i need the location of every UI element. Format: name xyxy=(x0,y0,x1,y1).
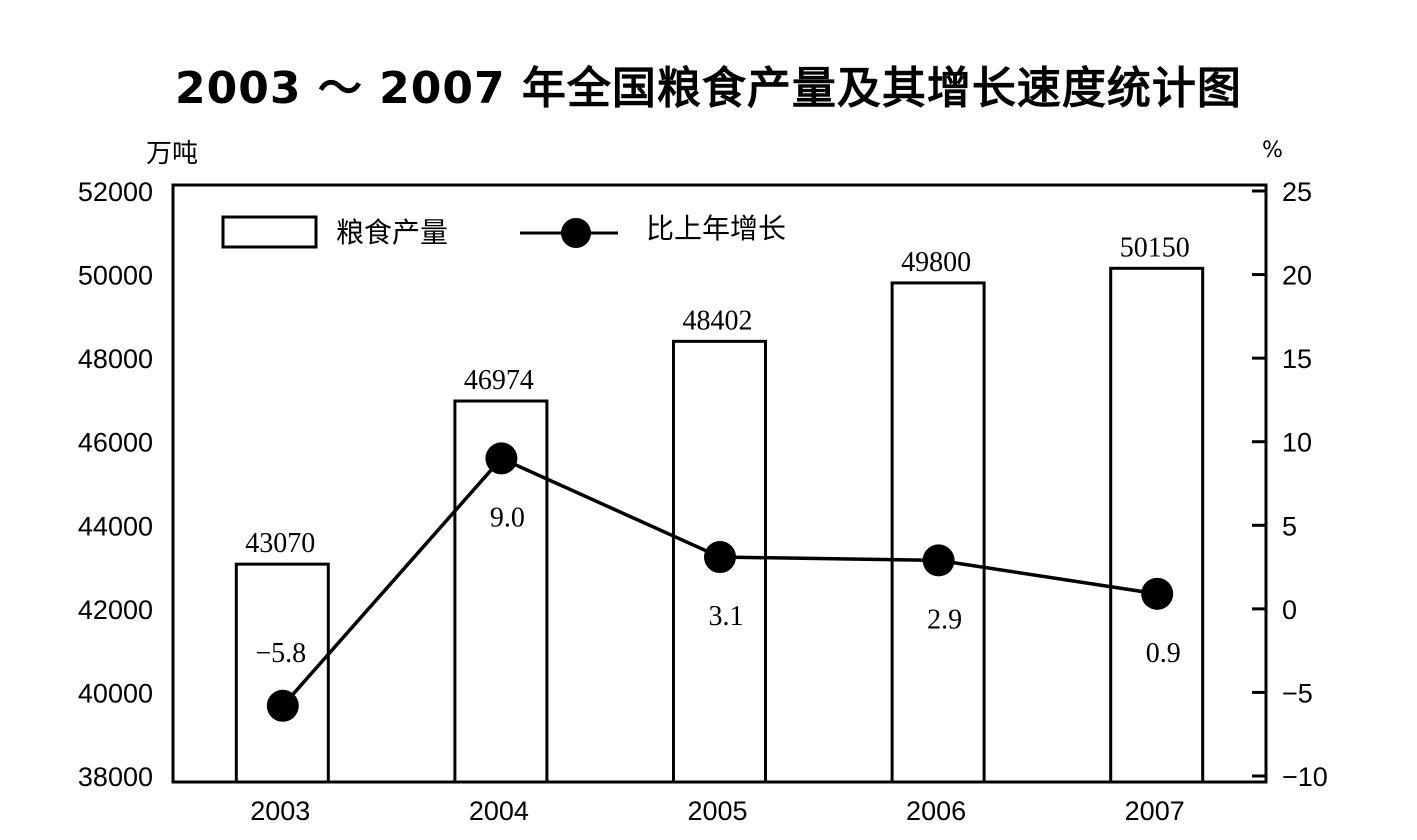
bar-value-label: 48402 xyxy=(683,305,753,336)
left-tick-label: 44000 xyxy=(78,511,153,541)
left-axis: 38000 40000 42000 44000 46000 48000 50000 52000 xyxy=(78,177,153,792)
growth-point xyxy=(266,689,299,722)
category-label: 2006 xyxy=(906,796,966,826)
bar xyxy=(890,281,986,784)
bar-series: 43070 46974 48402 49800 50150 xyxy=(234,232,1205,784)
right-tick-label: 25 xyxy=(1282,177,1312,207)
category-label: 2007 xyxy=(1125,796,1185,826)
legend-line-marker xyxy=(561,218,591,248)
right-tick-label: 15 xyxy=(1282,344,1312,374)
bar-value-label: 49800 xyxy=(901,247,971,278)
left-tick-label: 38000 xyxy=(78,762,153,792)
category-label: 2004 xyxy=(469,796,529,826)
bar-value-label: 46974 xyxy=(464,365,534,396)
left-tick-label: 42000 xyxy=(78,595,153,625)
bar xyxy=(1109,266,1205,784)
growth-point xyxy=(922,544,955,577)
growth-point xyxy=(485,442,518,475)
category-label: 2005 xyxy=(687,796,747,826)
left-axis-unit: 万吨 xyxy=(146,139,199,169)
right-tick-label: −5 xyxy=(1282,678,1313,708)
right-axis: −10 −5 0 5 10 15 20 25 xyxy=(1252,177,1328,792)
growth-point xyxy=(704,541,736,574)
bar xyxy=(234,562,330,784)
growth-value-label: −5.8 xyxy=(255,638,306,669)
right-tick-label: 10 xyxy=(1282,428,1312,458)
right-axis-unit: % xyxy=(1262,138,1283,163)
bar-value-label: 50150 xyxy=(1120,232,1190,263)
legend-bar-swatch xyxy=(221,215,318,249)
chart-title: 2003 ～ 2007 年全国粮食产量及其增长速度统计图 xyxy=(175,63,1242,114)
left-tick-label: 48000 xyxy=(78,344,153,374)
bar-value-label: 43070 xyxy=(245,528,315,559)
category-label: 2003 xyxy=(250,796,310,826)
growth-point xyxy=(1141,577,1174,610)
right-tick-label: 0 xyxy=(1282,595,1297,625)
growth-value-label: 3.1 xyxy=(709,601,744,632)
category-axis: 2003 2004 2005 2006 2007 xyxy=(250,796,1184,826)
right-tick-label: 5 xyxy=(1282,511,1297,541)
growth-value-label: 0.9 xyxy=(1146,638,1181,669)
left-tick-label: 46000 xyxy=(78,428,153,458)
growth-value-label: 9.0 xyxy=(490,502,525,533)
line-series: −5.8 9.0 3.1 2.9 0.9 xyxy=(255,442,1181,722)
legend-bar-label: 粮食产量 xyxy=(336,216,448,249)
legend: 粮食产量 比上年增长 xyxy=(221,212,786,249)
growth-value-label: 2.9 xyxy=(927,604,962,635)
left-tick-label: 40000 xyxy=(78,678,153,708)
right-tick-label: −10 xyxy=(1282,762,1328,792)
legend-line-label: 比上年增长 xyxy=(646,212,786,245)
right-tick-label: 20 xyxy=(1282,261,1312,291)
left-tick-label: 50000 xyxy=(78,261,153,291)
left-tick-label: 52000 xyxy=(78,177,153,207)
